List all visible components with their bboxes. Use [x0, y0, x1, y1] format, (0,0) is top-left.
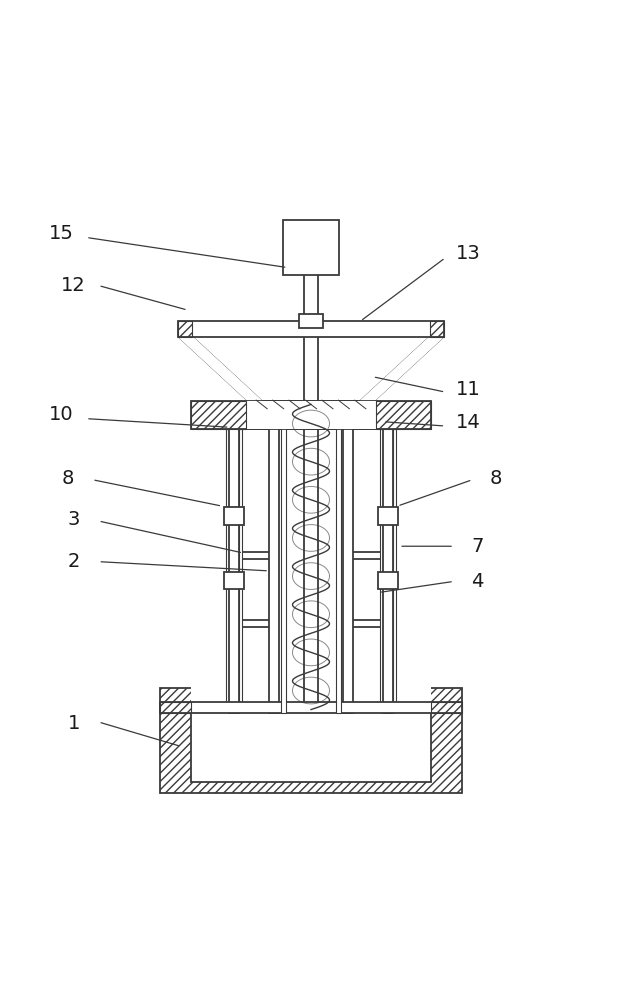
Bar	[226, 429, 229, 713]
Bar	[224, 572, 244, 589]
Bar	[430, 321, 443, 337]
Text: 8: 8	[490, 469, 502, 488]
Bar	[160, 702, 462, 713]
Bar	[378, 572, 398, 589]
Text: 7: 7	[471, 537, 484, 556]
Bar	[229, 429, 239, 713]
Text: 10: 10	[49, 405, 73, 424]
Bar	[160, 688, 462, 793]
Text: 15: 15	[49, 224, 74, 243]
Bar	[179, 321, 443, 337]
Bar	[239, 429, 242, 713]
Bar	[179, 321, 192, 337]
Text: 8: 8	[62, 469, 73, 488]
Text: 14: 14	[456, 413, 481, 432]
Bar	[376, 401, 431, 429]
Bar	[191, 684, 431, 782]
Bar	[283, 220, 339, 275]
Bar	[191, 401, 246, 429]
Bar	[383, 429, 393, 713]
Bar	[336, 401, 341, 713]
Bar	[299, 314, 323, 328]
Bar	[380, 429, 383, 713]
Bar	[431, 702, 462, 713]
Text: 12: 12	[62, 276, 86, 295]
Text: 1: 1	[67, 714, 80, 733]
Bar	[393, 429, 396, 713]
Text: 11: 11	[456, 380, 481, 399]
Bar	[343, 401, 353, 713]
Bar	[281, 401, 286, 713]
Bar	[246, 401, 376, 429]
Bar	[191, 703, 431, 782]
Bar	[269, 401, 279, 713]
Bar	[160, 702, 191, 713]
Text: 3: 3	[67, 510, 80, 529]
Text: 2: 2	[67, 552, 80, 571]
Bar	[191, 401, 431, 429]
Bar	[224, 507, 244, 525]
Text: 13: 13	[456, 244, 481, 263]
Text: 4: 4	[471, 572, 484, 591]
Polygon shape	[179, 337, 272, 411]
Bar	[378, 507, 398, 525]
Polygon shape	[350, 337, 443, 411]
